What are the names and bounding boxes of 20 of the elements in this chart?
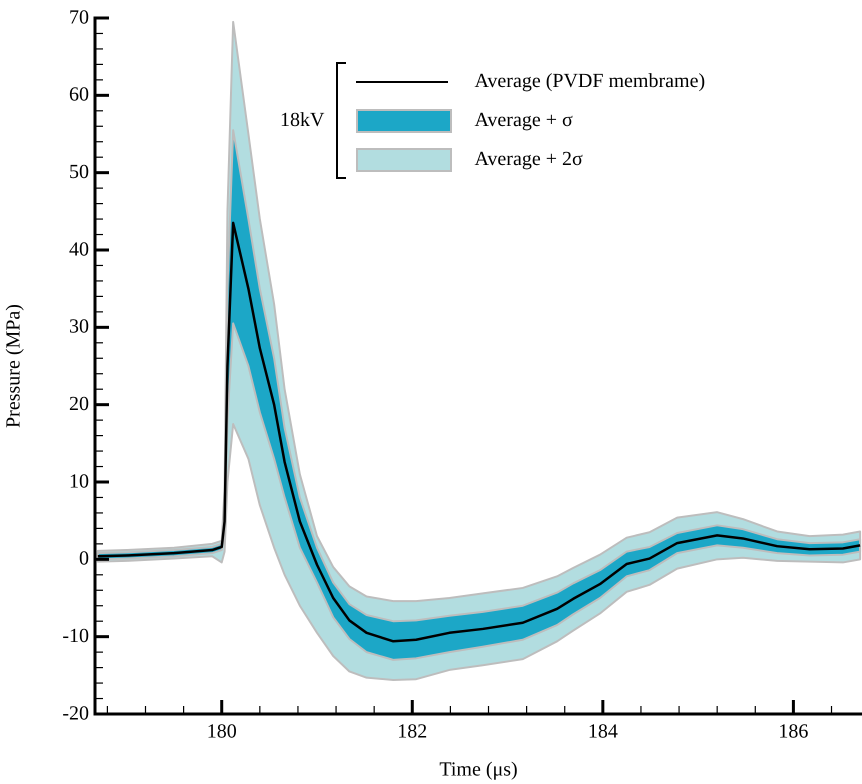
- y-tick-label: 30: [69, 316, 89, 338]
- legend-label: Average (PVDF membrame): [474, 70, 706, 93]
- y-tick-label: 10: [69, 470, 89, 492]
- y-tick-label: 50: [69, 160, 89, 183]
- y-tick-label: 20: [69, 392, 89, 415]
- legend-label: Average + σ: [474, 109, 573, 132]
- y-tick-label: 60: [69, 84, 89, 106]
- y-tick-label: -20: [62, 702, 89, 724]
- y-tick-label: 40: [69, 238, 89, 260]
- annotation: 18kV: [280, 109, 324, 132]
- x-tick-label: 184: [588, 720, 618, 742]
- x-tick-label: 186: [778, 720, 808, 742]
- y-tick-label: 0: [79, 548, 89, 570]
- legend-label: Average + 2σ: [474, 148, 583, 171]
- x-axis-title: Time (μs): [439, 758, 518, 780]
- y-tick-label: -10: [62, 624, 89, 647]
- x-tick-label: 180: [206, 720, 237, 742]
- y-tick-label: 70: [69, 6, 89, 28]
- x-tick-label: 182: [397, 720, 428, 742]
- y-axis-title: Pressure (MPa): [2, 304, 24, 428]
